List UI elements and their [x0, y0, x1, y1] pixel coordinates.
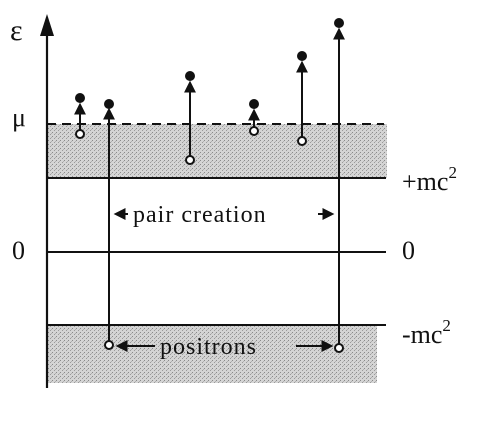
electron-marker: [249, 99, 259, 109]
positrons-annotation: positrons: [115, 334, 334, 360]
axis-label-epsilon: ε: [10, 14, 23, 47]
negative-energy-sea: [47, 325, 377, 383]
pair-creation-annotation: pair creation: [113, 202, 335, 228]
electron-marker: [104, 99, 114, 109]
energy-axis-arrowhead: [40, 14, 54, 36]
hole-marker: [185, 155, 195, 165]
electron-marker: [297, 51, 307, 61]
positron-hole-marker: [334, 343, 344, 353]
pair-creation-arrow-left: [103, 99, 115, 350]
pair-creation-arrow-right: [333, 18, 345, 353]
electron-marker: [334, 18, 344, 28]
minus-mc2-label: -mc2: [402, 316, 451, 349]
pair-creation-label: pair creation: [133, 202, 267, 228]
electron-marker: [185, 71, 195, 81]
thermal-excitation-3: [248, 99, 260, 136]
thermal-excitation-2: [184, 71, 196, 165]
thermal-excitation-4: [296, 51, 308, 146]
hole-marker: [249, 126, 259, 136]
zero-left-label: 0: [12, 236, 25, 265]
plus-mc2-label: +mc2: [402, 163, 457, 196]
positron-hole-marker: [104, 340, 114, 350]
zero-right-label: 0: [402, 236, 415, 265]
hole-marker: [297, 136, 307, 146]
mu-label: μ: [12, 103, 26, 132]
thermal-excitation-1: [74, 93, 86, 139]
positrons-label: positrons: [160, 334, 257, 360]
electron-marker: [75, 93, 85, 103]
hole-marker: [75, 129, 85, 139]
filled-states-band: [47, 124, 387, 178]
